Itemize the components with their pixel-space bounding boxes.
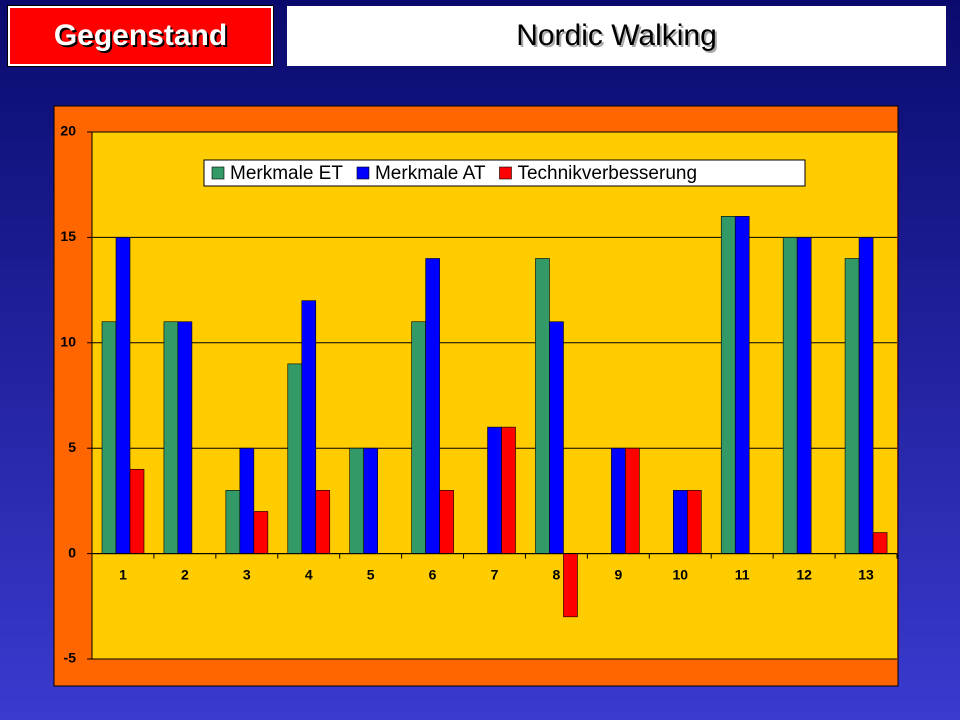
x-tick-label: 2 xyxy=(181,566,189,582)
x-tick-label: 3 xyxy=(243,566,251,582)
y-tick-label: 0 xyxy=(68,544,76,560)
bar xyxy=(411,321,426,554)
legend-swatch xyxy=(499,166,512,180)
x-tick-label: 6 xyxy=(429,566,437,582)
x-tick-label: 10 xyxy=(672,566,688,582)
bar xyxy=(115,237,131,554)
y-tick-label: 10 xyxy=(60,334,76,350)
bar xyxy=(315,490,331,554)
bar xyxy=(844,258,860,554)
x-tick-label: 11 xyxy=(735,566,750,582)
y-tick-label: -5 xyxy=(64,650,77,666)
bar xyxy=(287,363,303,554)
bar xyxy=(796,237,812,554)
bar xyxy=(625,447,640,554)
y-tick-label: 20 xyxy=(60,123,76,139)
x-tick-label: 9 xyxy=(614,566,622,582)
bar xyxy=(563,553,578,618)
x-tick-label: 8 xyxy=(553,566,561,582)
bar xyxy=(439,490,454,554)
bar xyxy=(425,258,440,554)
bar xyxy=(549,321,564,554)
bar xyxy=(687,490,702,554)
bar xyxy=(349,447,364,554)
legend-label: Merkmale AT xyxy=(375,163,486,184)
bar xyxy=(720,216,736,554)
slide-title: Nordic Walking xyxy=(287,6,946,66)
bar xyxy=(363,447,378,554)
y-tick-label: 5 xyxy=(68,439,76,455)
bar xyxy=(239,447,255,554)
bar xyxy=(253,511,269,554)
x-tick-label: 12 xyxy=(796,566,812,582)
legend-label: Technikverbesserung xyxy=(517,163,697,184)
bar xyxy=(782,237,798,554)
x-tick-label: 5 xyxy=(367,566,375,582)
x-tick-label: 1 xyxy=(119,566,127,582)
bar xyxy=(129,468,145,554)
y-tick-label: 15 xyxy=(60,228,76,244)
bar xyxy=(301,300,317,554)
bar xyxy=(858,237,874,554)
x-tick-label: 4 xyxy=(305,566,313,582)
subject-label: Gegenstand xyxy=(7,5,274,67)
bar xyxy=(734,216,750,554)
bar xyxy=(611,447,626,554)
bar xyxy=(501,426,516,554)
plot-area xyxy=(92,132,897,659)
x-tick-label: 13 xyxy=(858,566,874,582)
bar xyxy=(673,490,688,554)
legend-swatch xyxy=(211,166,225,180)
bar xyxy=(177,321,193,554)
x-tick-label: 7 xyxy=(491,566,499,582)
bar xyxy=(872,532,888,554)
bar xyxy=(101,321,117,554)
legend-label: Merkmale ET xyxy=(230,163,343,184)
bar xyxy=(163,321,179,554)
legend-swatch xyxy=(356,166,370,180)
bar xyxy=(487,426,502,554)
bar xyxy=(535,258,550,554)
bar xyxy=(225,490,241,554)
